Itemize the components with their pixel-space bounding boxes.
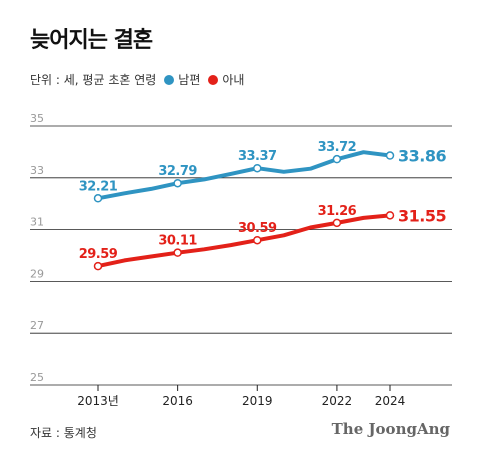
y-tick-label: 35 — [30, 112, 44, 125]
data-point — [385, 151, 395, 160]
data-label: 32.79 — [158, 164, 197, 179]
data-label: 33.37 — [238, 149, 277, 164]
data-point — [253, 163, 262, 173]
y-tick-label: 31 — [30, 216, 44, 229]
x-tick-label: 2024 — [375, 394, 406, 408]
data-point — [385, 211, 395, 220]
chart-title: 늦어지는 결혼 — [30, 28, 153, 53]
legend-item-wife: 아내 — [208, 71, 244, 88]
series-line-husband — [96, 150, 392, 201]
y-tick-label: 29 — [30, 267, 44, 280]
data-label: 29.59 — [79, 247, 118, 262]
x-tick-label: 2022 — [322, 394, 353, 408]
brand-logo: The JoongAng — [331, 420, 450, 438]
legend-dot-husband — [164, 74, 175, 85]
data-label: 31.26 — [318, 204, 357, 219]
data-label: 30.11 — [158, 234, 197, 249]
data-point — [253, 235, 262, 245]
legend-label-husband: 남편 — [178, 73, 201, 87]
legend-dot-wife — [208, 74, 219, 85]
chart-subtitle: 단위 : 세, 평균 초혼 연령 남편 아내 — [30, 71, 244, 88]
data-label: 30.59 — [238, 221, 277, 236]
x-tick-label: 2013년 — [77, 394, 119, 408]
y-tick-label: 25 — [30, 371, 44, 384]
legend-label-wife: 아내 — [222, 73, 245, 87]
data-label: 33.72 — [318, 140, 357, 155]
series-line-wife — [96, 213, 392, 269]
unit-label: 단위 : 세, 평균 초혼 연령 — [30, 73, 157, 87]
data-point — [332, 218, 342, 228]
data-point — [332, 154, 342, 164]
y-tick-label: 27 — [30, 319, 44, 332]
x-tick-label: 2016 — [162, 394, 193, 408]
source-note: 자료 : 통계청 — [30, 426, 97, 440]
data-point — [173, 248, 182, 257]
data-label: 33.86 — [398, 147, 446, 166]
data-point — [93, 194, 103, 203]
data-label: 31.55 — [398, 206, 446, 225]
x-tick-label: 2019 — [242, 394, 273, 408]
legend-item-husband: 남편 — [164, 71, 200, 88]
data-point — [93, 261, 103, 271]
y-tick-label: 33 — [30, 164, 44, 177]
data-point — [173, 178, 182, 188]
data-label: 32.21 — [79, 179, 118, 194]
